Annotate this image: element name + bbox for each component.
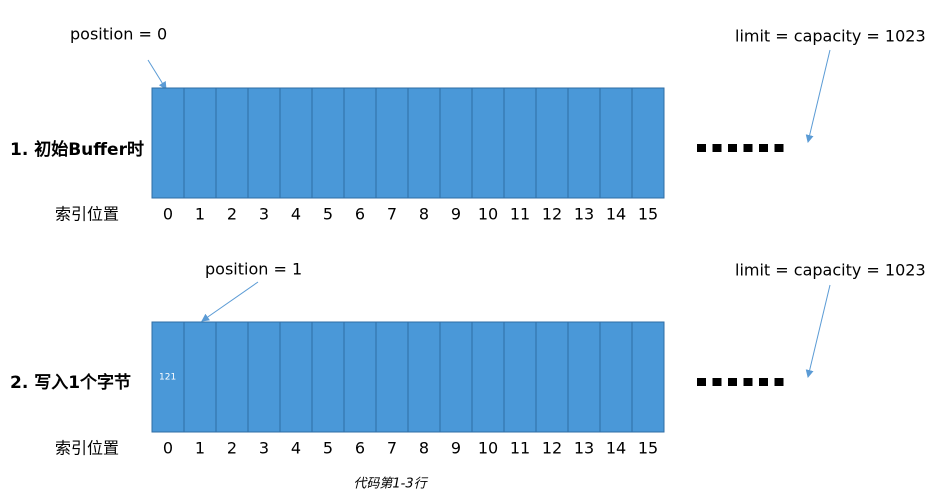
index-label: 0 <box>163 205 173 224</box>
index-label: 12 <box>542 439 562 458</box>
cell-value: 121 <box>159 373 176 383</box>
buffer-cell <box>503 321 537 433</box>
ellipsis-dot <box>728 378 737 386</box>
buffer-cell <box>215 87 249 199</box>
row-label: 1. 初始Buffer时 <box>10 139 144 160</box>
buffer-cell <box>343 87 377 199</box>
ellipsis-dot <box>697 144 706 152</box>
buffer-cell <box>439 321 473 433</box>
ellipsis-dot <box>774 378 784 386</box>
buffer-cell <box>279 87 313 199</box>
index-label: 14 <box>606 205 626 224</box>
buffer-cell <box>439 87 473 199</box>
buffer-cell <box>407 87 441 199</box>
buffer-cell <box>599 87 633 199</box>
position-label: position = 1 <box>205 260 302 279</box>
index-label: 3 <box>259 439 269 458</box>
ellipsis-dot <box>743 378 753 386</box>
ellipsis-dot <box>697 378 706 386</box>
position-label: position = 0 <box>70 25 167 44</box>
ellipsis-dot <box>712 378 722 386</box>
index-label: 10 <box>478 439 498 458</box>
ellipsis-dot <box>728 144 737 152</box>
index-label: 11 <box>510 439 530 458</box>
index-label: 10 <box>478 205 498 224</box>
index-label: 4 <box>291 439 301 458</box>
buffer-cell <box>343 321 377 433</box>
index-label: 13 <box>574 205 594 224</box>
index-label: 4 <box>291 205 301 224</box>
ellipsis-dot <box>743 144 753 152</box>
index-label: 14 <box>606 439 626 458</box>
buffer-cell <box>471 87 505 199</box>
index-label: 2 <box>227 439 237 458</box>
ellipsis-dot <box>712 144 722 152</box>
index-label: 13 <box>574 439 594 458</box>
index-caption: 索引位置 <box>55 439 119 458</box>
buffer-cell <box>311 87 345 199</box>
limit-arrow <box>805 49 831 143</box>
index-label: 1 <box>195 205 205 224</box>
row-write: position = 1 limit = capacity = 1023 2. … <box>10 260 926 458</box>
index-label: 3 <box>259 205 269 224</box>
buffer-cell <box>567 87 601 199</box>
index-label: 5 <box>323 439 333 458</box>
position-arrow <box>201 281 259 322</box>
index-label: 15 <box>638 205 658 224</box>
buffer-cell <box>631 87 665 199</box>
buffer-cell <box>215 321 249 433</box>
buffer-cell <box>279 321 313 433</box>
buffer-cell <box>183 87 217 199</box>
index-label: 0 <box>163 439 173 458</box>
buffer-cell <box>535 321 569 433</box>
buffer-cell <box>599 321 633 433</box>
index-label: 15 <box>638 439 658 458</box>
index-label: 5 <box>323 205 333 224</box>
index-label: 11 <box>510 205 530 224</box>
index-label: 8 <box>419 439 429 458</box>
index-label: 9 <box>451 205 461 224</box>
ellipsis-dot <box>759 144 768 152</box>
limit-label: limit = capacity = 1023 <box>735 261 926 280</box>
index-label: 7 <box>387 205 397 224</box>
index-label: 1 <box>195 439 205 458</box>
ellipsis-dot <box>759 378 768 386</box>
index-label: 6 <box>355 439 365 458</box>
caption: 代码第1-3行 <box>353 477 428 492</box>
limit-label: limit = capacity = 1023 <box>735 27 926 46</box>
buffer-cell <box>311 321 345 433</box>
index-label: 2 <box>227 205 237 224</box>
buffer-cell <box>407 321 441 433</box>
buffer-cell <box>375 321 409 433</box>
row-initial: position = 0 limit = capacity = 1023 1. … <box>10 25 926 224</box>
buffer-cell <box>375 87 409 199</box>
buffer-cell <box>247 87 281 199</box>
buffer-cell <box>247 321 281 433</box>
buffer-cell <box>631 321 665 433</box>
buffer-cell <box>151 87 185 199</box>
buffer-cell <box>503 87 537 199</box>
buffer-cell <box>567 321 601 433</box>
index-label: 12 <box>542 205 562 224</box>
ellipsis-dot <box>774 144 784 152</box>
buffer-cell <box>535 87 569 199</box>
buffer-cell <box>183 321 217 433</box>
index-caption: 索引位置 <box>55 205 119 224</box>
buffer-cell <box>151 321 185 433</box>
position-arrow <box>147 59 167 90</box>
row-label: 2. 写入1个字节 <box>10 372 131 393</box>
index-label: 7 <box>387 439 397 458</box>
index-label: 9 <box>451 439 461 458</box>
index-label: 6 <box>355 205 365 224</box>
index-label: 8 <box>419 205 429 224</box>
limit-arrow <box>805 284 831 378</box>
buffer-cell <box>471 321 505 433</box>
